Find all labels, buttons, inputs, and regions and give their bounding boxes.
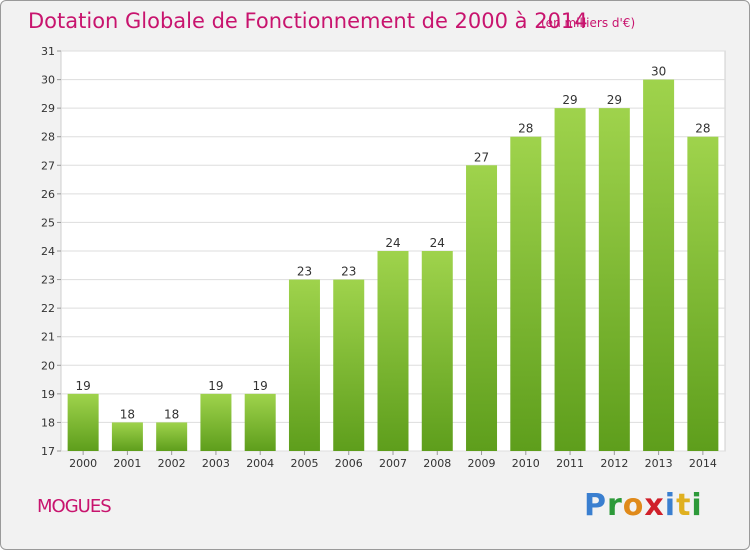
data-label-2002: 18 xyxy=(164,407,179,421)
data-label-2010: 28 xyxy=(518,122,533,136)
bar-2014 xyxy=(687,136,719,451)
data-label-2004: 19 xyxy=(253,379,268,393)
bar-2006 xyxy=(333,279,365,451)
x-tick-label: 2014 xyxy=(689,457,717,470)
y-tick-label: 19 xyxy=(41,388,55,401)
x-tick-label: 2011 xyxy=(556,457,584,470)
y-tick-label: 17 xyxy=(41,445,55,458)
data-label-2012: 29 xyxy=(607,93,622,107)
x-tick-label: 2003 xyxy=(202,457,230,470)
bar-2002 xyxy=(156,422,188,451)
bar-2004 xyxy=(244,393,276,451)
proxiti-logo: Proxiti xyxy=(584,488,703,523)
y-tick-label: 29 xyxy=(41,102,55,115)
bar-chart: 19 18 18 19 19 23 23 24 24 27 28 29 29 30 28 2000 2001 2… xyxy=(41,45,726,470)
x-tick-label: 2010 xyxy=(512,457,540,470)
bar-2010 xyxy=(510,136,542,451)
y-tick-label: 22 xyxy=(41,302,55,315)
y-tick-label: 31 xyxy=(41,45,55,58)
y-tick-label: 20 xyxy=(41,359,55,372)
x-tick-label: 2001 xyxy=(113,457,141,470)
bar-2012 xyxy=(598,108,630,452)
y-tick-label: 23 xyxy=(41,274,55,287)
y-tick-label: 30 xyxy=(41,74,55,87)
bar-2007 xyxy=(377,251,409,451)
chart-unit-label: (en milliers d'€) xyxy=(541,16,636,30)
data-label-2006: 23 xyxy=(341,265,356,279)
data-label-2008: 24 xyxy=(430,236,445,250)
x-tick-label: 2008 xyxy=(423,457,451,470)
y-tick-label: 26 xyxy=(41,188,55,201)
data-label-2013: 30 xyxy=(651,65,666,79)
data-label-2001: 18 xyxy=(120,407,135,421)
data-label-2003: 19 xyxy=(208,379,223,393)
bar-2009 xyxy=(466,165,498,452)
x-tick-label: 2012 xyxy=(600,457,628,470)
x-tick-label: 2005 xyxy=(290,457,318,470)
y-tick-label: 18 xyxy=(41,416,55,429)
data-label-2014: 28 xyxy=(695,122,710,136)
data-label-2009: 27 xyxy=(474,150,489,164)
data-label-2007: 24 xyxy=(385,236,400,250)
x-tick-label: 2013 xyxy=(645,457,673,470)
data-label-2000: 19 xyxy=(75,379,90,393)
bar-2013 xyxy=(643,79,675,452)
chart-title: Dotation Globale de Fonctionnement de 20… xyxy=(28,9,588,33)
data-label-2005: 23 xyxy=(297,265,312,279)
x-tick-label: 2009 xyxy=(468,457,496,470)
y-tick-label: 27 xyxy=(41,159,55,172)
bar-2001 xyxy=(111,422,143,451)
y-tick-label: 21 xyxy=(41,331,55,344)
bar-2000 xyxy=(67,393,99,451)
y-tick-label: 25 xyxy=(41,216,55,229)
x-tick-label: 2002 xyxy=(158,457,186,470)
data-label-2011: 29 xyxy=(562,93,577,107)
bar-2011 xyxy=(554,108,586,452)
bar-2003 xyxy=(200,393,232,451)
place-name: MOGUES xyxy=(37,496,112,517)
x-tick-label: 2004 xyxy=(246,457,274,470)
bar-2008 xyxy=(421,251,453,451)
x-tick-label: 2006 xyxy=(335,457,363,470)
y-tick-label: 24 xyxy=(41,245,55,258)
bar-2005 xyxy=(288,279,320,451)
x-tick-label: 2007 xyxy=(379,457,407,470)
y-tick-label: 28 xyxy=(41,131,55,144)
x-tick-label: 2000 xyxy=(69,457,97,470)
